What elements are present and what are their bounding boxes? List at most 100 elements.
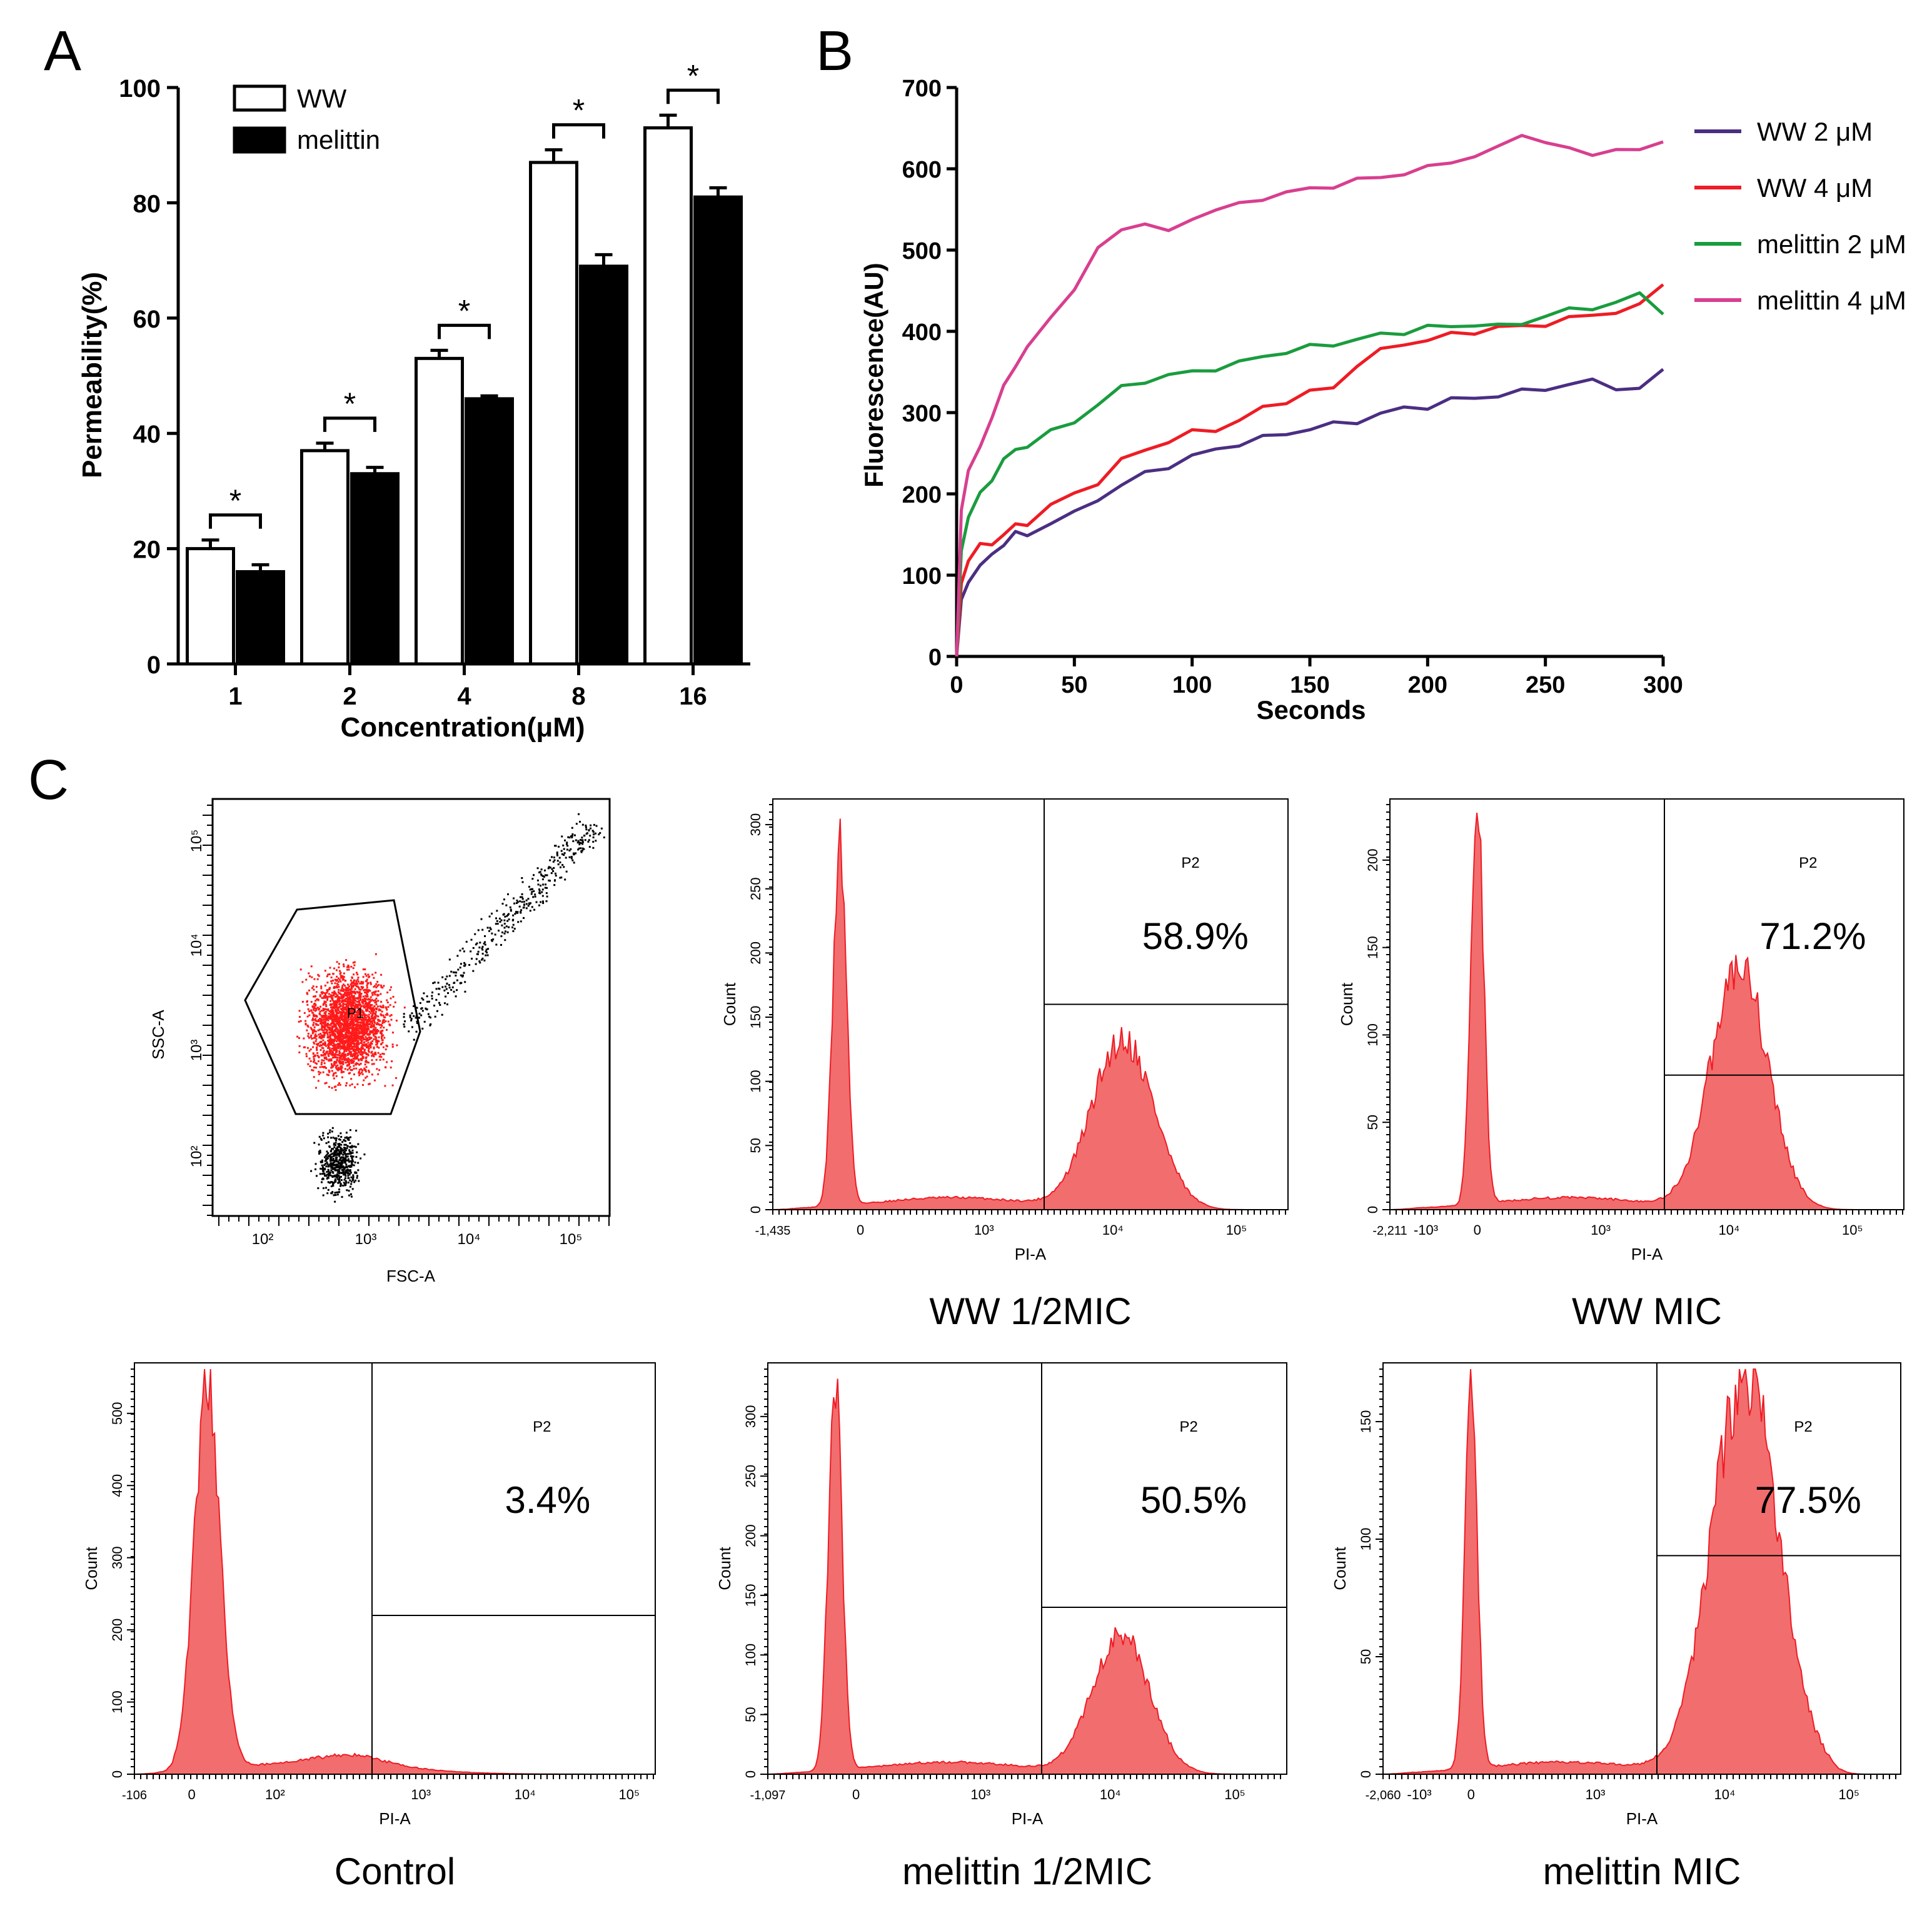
scatter-gated-event <box>350 1010 353 1012</box>
scatter-gated-event <box>335 1015 337 1018</box>
scatter-event <box>516 911 518 914</box>
scatter-event <box>335 1180 337 1183</box>
scatter-gated-event <box>375 972 377 974</box>
scatter-gated-event <box>325 1056 328 1058</box>
scatter-event <box>471 957 473 960</box>
scatter-gated-event <box>394 1001 396 1003</box>
scatter-event <box>338 1149 340 1152</box>
panel-label-a: A <box>44 20 81 83</box>
scatter-event <box>531 888 534 890</box>
scatter-gated-event <box>335 1043 338 1046</box>
scatter-gated-event <box>374 993 376 996</box>
scatter-gated-event <box>323 1053 325 1056</box>
scatter-gated-event <box>339 1048 341 1050</box>
scatter-event <box>321 1173 324 1175</box>
scatter-gated-event <box>355 1030 358 1033</box>
scatter-event <box>342 1159 345 1162</box>
scatter-gated-event <box>346 1014 349 1017</box>
scatter-gated-event <box>327 1015 330 1018</box>
scatter-gated-event <box>331 1014 333 1017</box>
scatter-event <box>481 928 484 931</box>
chart-a-bar-ww-16 <box>643 126 693 666</box>
scatter-gated-event <box>332 1065 335 1068</box>
scatter-event <box>340 1143 343 1146</box>
chart-b-ytick-label: 500 <box>902 238 942 264</box>
scatter-gated-event <box>340 972 342 974</box>
scatter-gated-event <box>340 1068 342 1070</box>
scatter-gated-event <box>306 1003 309 1006</box>
scatter-gated-event <box>313 1042 316 1045</box>
scatter-event <box>343 1143 346 1146</box>
histogram-xtick-label: 0 <box>1474 1222 1481 1238</box>
chart-b: Fluorescence(AU) Seconds 010020030040050… <box>859 76 1906 725</box>
scatter-gated-event <box>346 1010 349 1012</box>
scatter-gated-event <box>346 1002 349 1005</box>
scatter-gated-event <box>335 993 337 995</box>
scatter-event <box>341 1167 343 1169</box>
chart-b-xlabel: Seconds <box>1256 695 1366 725</box>
scatter-gated-event <box>325 1021 327 1023</box>
scatter-event <box>343 1168 346 1170</box>
scatter-event <box>332 1158 335 1160</box>
chart-a-bar-melittin-4 <box>465 397 514 666</box>
scatter-gated-event <box>360 988 362 991</box>
scatter-gated-event <box>358 1074 361 1077</box>
scatter-gated-event <box>344 1055 346 1057</box>
scatter-gated-event <box>374 1053 376 1056</box>
histogram-xmin-label: -106 <box>122 1789 147 1802</box>
scatter-event <box>345 1177 347 1180</box>
scatter-gated-event <box>381 1035 383 1038</box>
scatter-gated-event <box>361 1011 363 1013</box>
scatter-gated-event <box>350 1059 352 1062</box>
scatter-gated-event <box>323 1033 326 1036</box>
scatter-event <box>528 885 530 888</box>
scatter-event <box>448 958 451 961</box>
scatter-gated-event <box>324 1015 326 1017</box>
scatter-gated-event <box>380 993 382 995</box>
scatter-gated-event <box>347 1057 350 1060</box>
histogram-gate-label: P2 <box>1181 855 1199 871</box>
scatter-gated-event <box>357 986 360 988</box>
scatter-event <box>325 1159 327 1162</box>
scatter-gated-event <box>343 1017 346 1020</box>
scatter-gated-event <box>375 986 378 988</box>
scatter-gated-event <box>343 1049 346 1052</box>
scatter-gated-event <box>347 1029 350 1032</box>
scatter-gated-event <box>361 1048 364 1050</box>
scatter-gated-event <box>376 1032 378 1035</box>
scatter-event <box>343 1157 346 1160</box>
scatter-gated-event <box>336 961 338 963</box>
scatter-event <box>581 840 583 842</box>
scatter-gated-event <box>359 1025 361 1028</box>
scatter-gated-event <box>360 1027 363 1029</box>
scatter-event <box>448 987 451 989</box>
scatter-event <box>580 851 583 853</box>
scatter-gated-event <box>342 988 345 991</box>
scatter-gated-event <box>348 1051 351 1053</box>
scatter-gated-event <box>318 1019 320 1022</box>
scatter-gated-event <box>372 1054 375 1057</box>
scatter-event <box>343 1161 346 1163</box>
scatter-gated-event <box>381 987 384 989</box>
scatter-event <box>348 1190 350 1192</box>
scatter-gated-event <box>353 1043 356 1046</box>
scatter-gated-event <box>334 995 336 998</box>
scatter-gated-event <box>340 1023 343 1025</box>
scatter-event <box>357 1143 360 1145</box>
scatter-gated-event <box>351 990 354 993</box>
scatter-gated-event <box>360 1013 362 1016</box>
scatter-gated-event <box>298 1020 300 1023</box>
scatter-event <box>498 917 501 920</box>
scatter-event <box>530 893 533 895</box>
scatter-event <box>464 990 466 993</box>
scatter-event <box>333 1146 336 1148</box>
scatter-gated-event <box>335 1002 338 1005</box>
scatter-gated-event <box>323 1025 325 1028</box>
scatter-event <box>481 958 483 961</box>
scatter-gated-event <box>380 1000 383 1003</box>
scatter-gated-event <box>325 1045 328 1047</box>
scatter-gated-event <box>348 995 351 998</box>
scatter-gated-event <box>363 1033 366 1036</box>
scatter-gated-event <box>338 1043 340 1045</box>
scatter-gated-event <box>313 1022 315 1024</box>
